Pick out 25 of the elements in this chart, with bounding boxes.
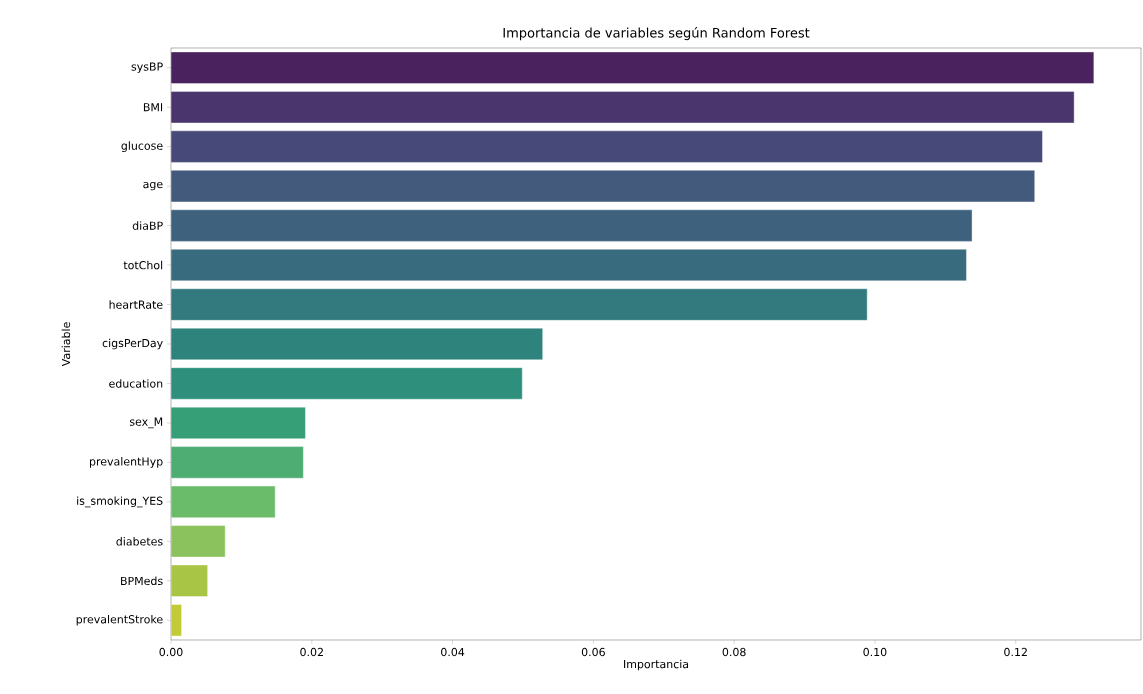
y-tick-label: sex_M <box>129 417 163 429</box>
y-axis-title: Variable <box>61 322 71 367</box>
y-tick-label: sysBP <box>131 62 163 73</box>
x-tick-label: 0.06 <box>581 647 605 657</box>
y-tick-label: prevalentStroke <box>76 614 163 626</box>
x-tick-label: 0.12 <box>1004 647 1027 657</box>
y-tick-label: BMI <box>143 103 163 112</box>
y-tick-label: diabetes <box>116 537 163 546</box>
y-tick-label: diaBP <box>132 221 163 230</box>
y-tick-label: heartRate <box>109 300 163 309</box>
y-tick-label: is_smoking_YES <box>77 496 163 508</box>
y-tick-label: education <box>109 379 163 388</box>
x-tick-label: 0.00 <box>159 647 183 657</box>
x-tick-label: 0.08 <box>722 647 746 657</box>
chart-title: Importancia de variables según Random Forest <box>503 27 810 41</box>
y-tick-label: BPMeds <box>121 576 163 586</box>
x-tick-label: 0.02 <box>300 647 323 657</box>
y-tick-label: glucose <box>121 141 163 152</box>
y-tick-label: cigsPerDay <box>102 338 163 350</box>
y-tick-label: prevalentHyp <box>89 457 163 468</box>
x-axis-title: Importancia <box>624 659 689 671</box>
x-tick-label: 0.10 <box>863 647 887 657</box>
y-tick-label: age <box>143 181 163 191</box>
y-tick-label: totChol <box>123 260 163 270</box>
x-tick-label: 0.04 <box>441 647 465 657</box>
